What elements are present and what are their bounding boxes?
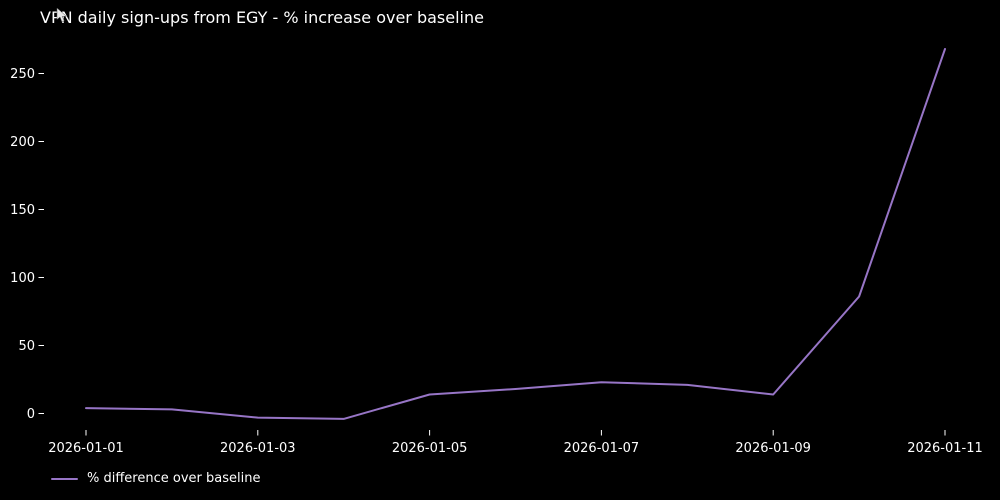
y-tick-label: 200 [10, 135, 35, 150]
y-tick-label: 250 [10, 67, 35, 82]
series-line [85, 48, 946, 420]
legend: % difference over baseline [51, 471, 260, 486]
mouse-cursor [56, 8, 67, 23]
chart-title: VPN daily sign-ups from EGY - % increase… [40, 8, 484, 27]
x-tick-label: 2026-01-03 [220, 441, 296, 456]
y-tick-label: 150 [10, 203, 35, 218]
x-tick-label: 2026-01-05 [392, 441, 468, 456]
y-tick-label: 100 [10, 271, 35, 286]
y-tick-label: 50 [18, 339, 35, 354]
legend-line-swatch [51, 477, 78, 480]
x-tick-label: 2026-01-01 [48, 441, 124, 456]
x-tick-label: 2026-01-09 [735, 441, 811, 456]
x-tick-label: 2026-01-07 [564, 441, 640, 456]
legend-label: % difference over baseline [87, 471, 261, 486]
x-tick-label: 2026-01-11 [907, 441, 983, 456]
y-tick-label: 0 [27, 407, 35, 422]
